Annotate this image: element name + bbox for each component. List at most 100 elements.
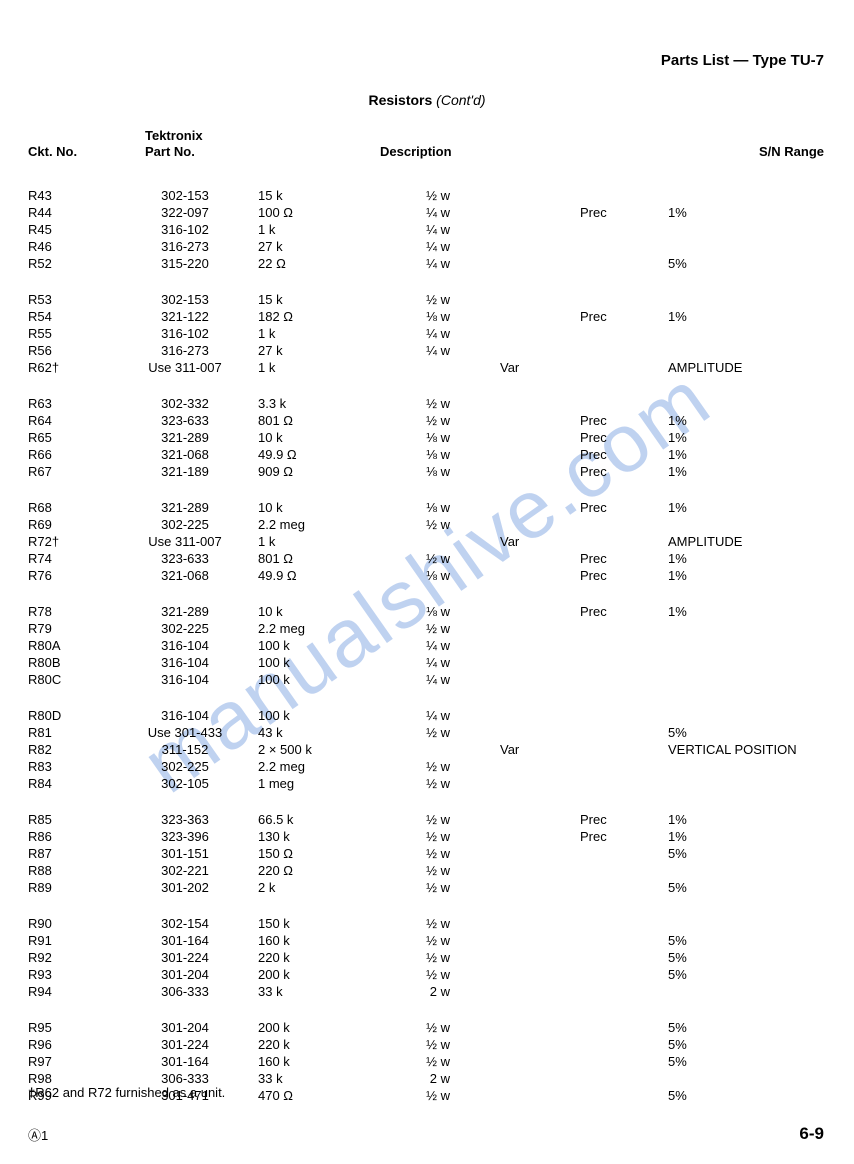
cell-ckt: R69: [28, 517, 98, 532]
cell-part: 311-152: [130, 742, 240, 757]
cell-part: Use 311-007: [130, 534, 240, 549]
cell-value: 100 Ω: [258, 205, 358, 220]
cell-tol: 5%: [668, 933, 728, 948]
cell-ckt: R90: [28, 916, 98, 931]
cell-tol: 5%: [668, 1054, 728, 1069]
cell-part: 321-068: [130, 447, 240, 462]
cell-tol: 1%: [668, 447, 728, 462]
cell-var: Var: [500, 742, 560, 757]
cell-prec: Prec: [580, 205, 640, 220]
cell-ckt: R94: [28, 984, 98, 999]
cell-note: VERTICAL POSITION: [668, 742, 838, 757]
cell-value: 200 k: [258, 1020, 358, 1035]
cell-ckt: R62†: [28, 360, 98, 375]
cell-ckt: R43: [28, 188, 98, 203]
cell-part: 302-225: [130, 759, 240, 774]
cell-tol: 5%: [668, 1037, 728, 1052]
cell-value: 2.2 meg: [258, 621, 358, 636]
cell-part: 301-224: [130, 950, 240, 965]
cell-part: 316-273: [130, 343, 240, 358]
table-row: R69 302-225 2.2 meg ½ w: [0, 517, 854, 535]
cell-watt: ½ w: [380, 916, 450, 931]
cell-value: 100 k: [258, 655, 358, 670]
cell-part: 302-221: [130, 863, 240, 878]
cell-part: 323-396: [130, 829, 240, 844]
cell-part: 302-154: [130, 916, 240, 931]
cell-watt: ½ w: [380, 517, 450, 532]
cell-tol: 1%: [668, 551, 728, 566]
cell-ckt: R80B: [28, 655, 98, 670]
cell-value: 130 k: [258, 829, 358, 844]
cell-tol: 1%: [668, 604, 728, 619]
table-row: R83302-2252.2 meg½ w: [0, 759, 854, 777]
cell-value: 15 k: [258, 188, 358, 203]
table-row: R93301-204200 k½ w5%: [0, 967, 854, 985]
cell-value: 15 k: [258, 292, 358, 307]
cell-value: 470 Ω: [258, 1088, 358, 1103]
header-center-bold: Resistors: [368, 92, 432, 108]
table-row: R67321-189909 Ω⅛ wPrec1%: [0, 464, 854, 482]
cell-part: 321-289: [130, 604, 240, 619]
cell-part: 301-204: [130, 1020, 240, 1035]
cell-watt: ½ w: [380, 551, 450, 566]
cell-part: 316-102: [130, 222, 240, 237]
cell-tol: 1%: [668, 500, 728, 515]
cell-watt: 2 w: [380, 984, 450, 999]
colhead-ckt: Ckt. No.: [28, 144, 77, 159]
table-row: R63302-3323.3 k½ w: [0, 396, 854, 414]
cell-ckt: R54: [28, 309, 98, 324]
table-row: R66321-06849.9 Ω⅛ wPrec1%: [0, 447, 854, 465]
table-row: R92301-224220 k½ w5%: [0, 950, 854, 968]
cell-value: 1 k: [258, 222, 358, 237]
cell-ckt: R53: [28, 292, 98, 307]
cell-watt: ½ w: [380, 1037, 450, 1052]
cell-value: 10 k: [258, 430, 358, 445]
cell-value: 2.2 meg: [258, 517, 358, 532]
cell-watt: ⅛ w: [380, 464, 450, 479]
cell-watt: 2 w: [380, 1071, 450, 1086]
cell-part: 323-633: [130, 551, 240, 566]
cell-ckt: R55: [28, 326, 98, 341]
cell-watt: ½ w: [380, 413, 450, 428]
cell-watt: ½ w: [380, 759, 450, 774]
cell-watt: ½ w: [380, 1054, 450, 1069]
cell-value: 220 Ω: [258, 863, 358, 878]
cell-watt: ½ w: [380, 292, 450, 307]
cell-ckt: R93: [28, 967, 98, 982]
cell-ckt: R87: [28, 846, 98, 861]
cell-ckt: R44: [28, 205, 98, 220]
cell-tol: 1%: [668, 430, 728, 445]
cell-ckt: R65: [28, 430, 98, 445]
cell-ckt: R98: [28, 1071, 98, 1086]
cell-part: 302-105: [130, 776, 240, 791]
cell-watt: ⅛ w: [380, 309, 450, 324]
cell-tol: 1%: [668, 812, 728, 827]
cell-value: 33 k: [258, 984, 358, 999]
cell-part: 301-151: [130, 846, 240, 861]
cell-note: AMPLITUDE: [668, 360, 838, 375]
cell-watt: ¼ w: [380, 672, 450, 687]
table-row: R87301-151150 Ω½ w5%: [0, 846, 854, 864]
cell-part: 316-102: [130, 326, 240, 341]
cell-watt: ¼ w: [380, 256, 450, 271]
table-row: R91301-164160 k½ w5%: [0, 933, 854, 951]
cell-tol: 5%: [668, 1020, 728, 1035]
cell-watt: ⅛ w: [380, 447, 450, 462]
cell-value: 100 k: [258, 708, 358, 723]
cell-watt: ¼ w: [380, 638, 450, 653]
cell-part: 302-225: [130, 517, 240, 532]
cell-value: 43 k: [258, 725, 358, 740]
cell-part: 301-204: [130, 967, 240, 982]
cell-ckt: R82: [28, 742, 98, 757]
cell-ckt: R85: [28, 812, 98, 827]
cell-value: 27 k: [258, 343, 358, 358]
cell-part: 301-202: [130, 880, 240, 895]
cell-value: 182 Ω: [258, 309, 358, 324]
cell-tol: 1%: [668, 309, 728, 324]
cell-value: 22 Ω: [258, 256, 358, 271]
cell-part: 315-220: [130, 256, 240, 271]
colhead-part: Part No.: [145, 144, 195, 159]
cell-note: AMPLITUDE: [668, 534, 838, 549]
cell-value: 160 k: [258, 933, 358, 948]
table-row: R80C316-104100 k¼ w: [0, 672, 854, 690]
